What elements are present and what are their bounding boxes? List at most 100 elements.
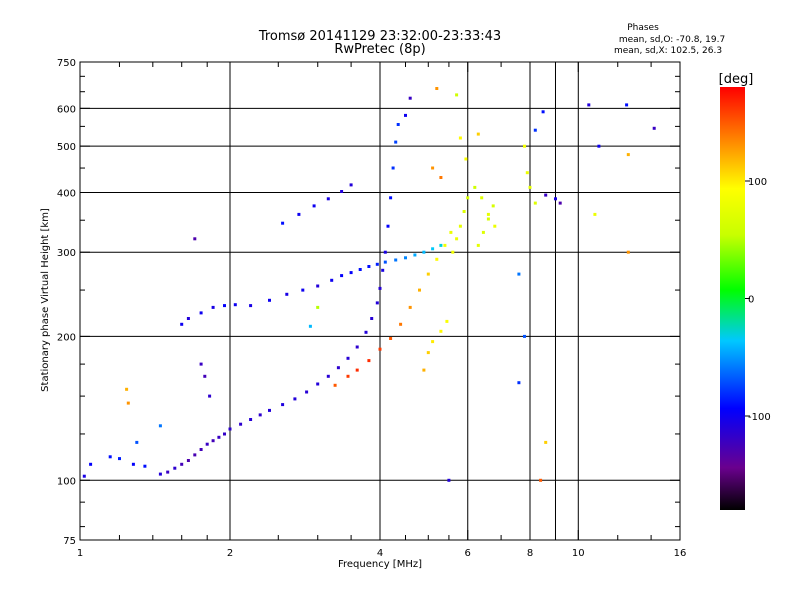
- data-point-16: [223, 432, 226, 436]
- data-point-96: [455, 237, 459, 241]
- data-point-91: [426, 351, 430, 355]
- data-point-122: [541, 110, 545, 114]
- data-point-69: [431, 247, 435, 251]
- x-tick-label-2: 4: [377, 548, 383, 559]
- colorbar-ticks: 100 0 -100: [745, 177, 771, 423]
- data-point-48: [186, 317, 190, 320]
- data-point-138: [316, 305, 320, 309]
- data-point-119: [523, 334, 526, 338]
- data-point-44: [203, 374, 207, 378]
- data-point-55: [285, 292, 289, 296]
- data-point-52: [233, 303, 237, 307]
- data-point-53: [249, 304, 253, 308]
- data-point-21: [268, 408, 271, 412]
- data-point-1: [89, 462, 93, 466]
- data-point-121: [533, 128, 537, 132]
- data-point-13: [205, 442, 209, 446]
- data-point-85: [418, 288, 421, 292]
- x-tick-label-1: 2: [227, 548, 233, 559]
- data-point-137: [308, 324, 312, 328]
- data-point-18: [239, 422, 243, 426]
- x-tick-label-6: 16: [674, 548, 687, 559]
- data-point-105: [481, 230, 485, 234]
- data-point-37: [389, 196, 393, 200]
- data-point-135: [135, 440, 139, 444]
- data-point-59: [340, 274, 344, 278]
- data-point-140: [439, 176, 443, 179]
- data-point-10: [186, 459, 190, 462]
- y-axis-ticks: 75 100 200 300 400 500 600 750: [57, 58, 680, 547]
- x-axis-label: Frequency [MHz]: [338, 559, 422, 570]
- data-point-39: [394, 140, 398, 144]
- data-point-90: [422, 368, 426, 372]
- data-point-113: [528, 185, 532, 189]
- colorbar-tick-label-1: 0: [748, 295, 754, 306]
- data-point-9: [180, 462, 184, 466]
- data-point-22: [281, 403, 285, 407]
- data-point-64: [383, 260, 387, 264]
- y-tick-label-6: 600: [57, 104, 76, 115]
- data-point-79: [355, 368, 359, 372]
- y-tick-label-7: 750: [57, 58, 76, 69]
- data-point-61: [358, 268, 362, 271]
- data-point-33: [378, 286, 382, 290]
- data-point-92: [431, 340, 435, 344]
- data-point-70: [439, 243, 443, 247]
- data-point-50: [211, 305, 215, 309]
- data-point-25: [316, 382, 320, 386]
- data-point-110: [476, 132, 480, 136]
- data-point-68: [422, 250, 426, 254]
- x-tick-label-4: 8: [527, 548, 533, 559]
- y-tick-label-5: 500: [57, 142, 76, 153]
- data-point-97: [458, 224, 462, 228]
- data-point-129: [626, 250, 630, 254]
- data-point-17: [228, 427, 232, 431]
- data-point-20: [258, 413, 262, 417]
- data-point-4: [131, 462, 135, 466]
- phase-info-line1: mean, sd,O: -70.8, 19.7: [619, 35, 725, 45]
- data-point-27: [336, 366, 340, 370]
- data-point-142: [435, 87, 439, 90]
- data-point-136: [158, 424, 162, 428]
- data-point-81: [378, 347, 382, 351]
- data-point-116: [554, 197, 557, 201]
- data-point-128: [626, 153, 630, 157]
- y-tick-label-1: 100: [57, 476, 76, 487]
- data-point-8: [173, 466, 177, 470]
- data-point-58: [330, 278, 334, 282]
- data-point-80: [367, 359, 371, 363]
- y-tick-label-2: 200: [57, 332, 76, 343]
- data-point-88: [443, 243, 447, 247]
- data-point-40: [396, 123, 400, 126]
- phase-info-title: Phases: [627, 23, 659, 33]
- data-point-2: [108, 455, 112, 459]
- x-tick-label-5: 10: [572, 548, 585, 559]
- data-point-43: [199, 362, 203, 366]
- data-point-11: [193, 453, 197, 457]
- data-point-93: [439, 329, 443, 333]
- colorbar-tick-label-2: -100: [748, 412, 771, 423]
- data-point-133: [125, 387, 129, 391]
- data-point-30: [364, 330, 368, 334]
- data-point-32: [375, 301, 379, 305]
- y-tick-label-4: 400: [57, 188, 76, 199]
- data-point-31: [370, 317, 374, 320]
- data-point-83: [399, 322, 403, 326]
- data-point-130: [544, 440, 548, 444]
- y-axis-label: Stationary phase Virtual Height [km]: [40, 208, 51, 392]
- data-point-141: [455, 93, 459, 97]
- data-point-111: [523, 144, 526, 148]
- data-point-60: [349, 271, 353, 275]
- data-point-0: [82, 474, 86, 478]
- data-point-26: [326, 374, 330, 378]
- data-point-87: [435, 257, 439, 261]
- data-point-126: [597, 144, 601, 148]
- data-point-101: [480, 196, 484, 200]
- x-tick-label-0: 1: [77, 548, 83, 559]
- data-point-99: [466, 196, 470, 200]
- data-point-86: [426, 272, 430, 276]
- colorbar-label: [deg]: [719, 72, 754, 87]
- data-point-100: [473, 185, 477, 189]
- data-point-28: [346, 356, 350, 360]
